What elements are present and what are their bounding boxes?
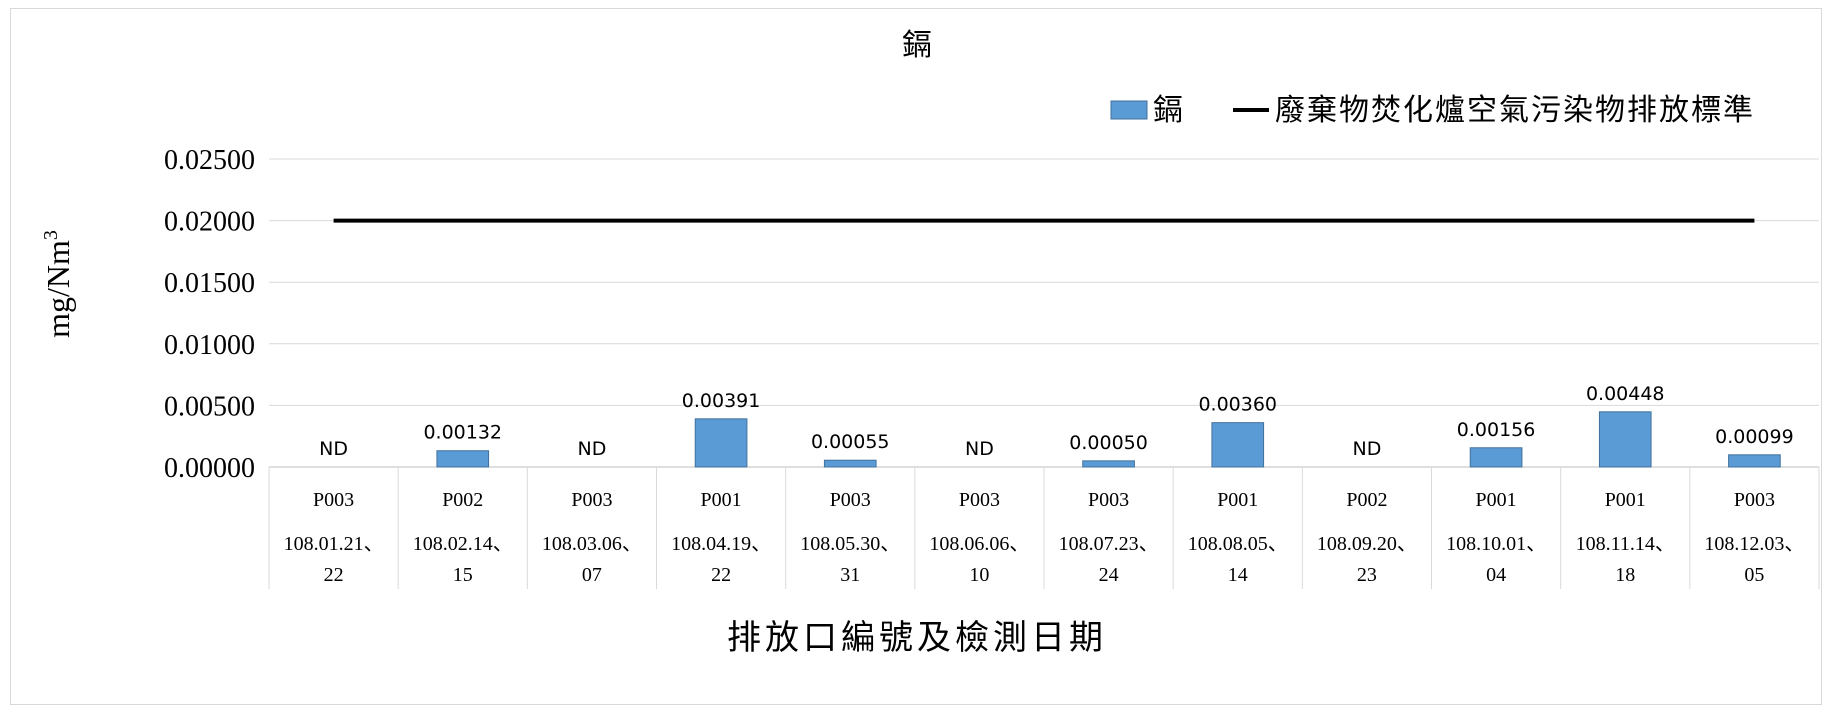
legend-bar-swatch (1110, 100, 1148, 120)
category-date-label-cont: 18 (1615, 564, 1635, 586)
category-date-label-cont: 15 (453, 564, 473, 586)
category-date-label: 108.07.23、 (1059, 533, 1159, 555)
bar-data-label: 0.00132 (423, 422, 502, 444)
bar-data-label: 0.00391 (682, 390, 761, 412)
gridlines (269, 158, 1819, 406)
bar-data-label: 0.00448 (1586, 383, 1665, 405)
category-date-label-cont: 04 (1486, 564, 1506, 586)
bar (1211, 422, 1265, 468)
bar-data-label: 0.00099 (1715, 426, 1794, 448)
y-tick-label: 0.01500 (164, 268, 255, 299)
chart-title: 鎘 (902, 28, 932, 63)
legend-bar-label: 鎘 (1153, 93, 1185, 128)
y-tick-label: 0.02000 (164, 207, 255, 238)
category-date-label: 108.10.01、 (1446, 533, 1546, 555)
category-labels: P003 108.01.21、 22 P002 108.02.14、 15 P003 108.… (284, 489, 1805, 586)
bar (1728, 454, 1781, 468)
category-outlet-label: P003 (313, 489, 354, 511)
chart-frame: 鎘 鎘 廢棄物焚化爐空氣污染物排放標準 0.00000 0.00500 0.0100… (10, 8, 1822, 705)
category-date-label-cont: 05 (1744, 564, 1764, 586)
category-date-label: 108.08.05、 (1188, 533, 1288, 555)
chart-svg: 鎘 鎘 廢棄物焚化爐空氣污染物排放標準 0.00000 0.00500 0.0100… (40, 28, 1820, 658)
category-outlet-label: P001 (1605, 489, 1646, 511)
bar-data-label: 0.00050 (1069, 432, 1148, 454)
bar (1082, 460, 1135, 468)
category-outlet-label: P001 (1476, 489, 1517, 511)
category-date-label-cont: 24 (1099, 564, 1119, 586)
category-outlet-label: P001 (701, 489, 742, 511)
category-outlet-label: P001 (1217, 489, 1258, 511)
y-tick-label: 0.02500 (164, 145, 255, 176)
legend-line-label: 廢棄物焚化爐空氣污染物排放標準 (1275, 93, 1755, 128)
y-tick-label: 0.00500 (164, 391, 255, 422)
bar-data-label: ND (577, 438, 606, 460)
category-date-label: 108.02.14、 (413, 533, 513, 555)
bar (1469, 447, 1523, 468)
bar-data-label: ND (1352, 438, 1381, 460)
category-outlet-label: P002 (442, 489, 483, 511)
bar-data-label: 0.00055 (811, 431, 890, 453)
y-axis-ticks: 0.00000 0.00500 0.01000 0.01500 0.02000 0.025… (164, 145, 255, 484)
category-date-label-cont: 22 (324, 564, 344, 586)
category-outlet-label: P002 (1346, 489, 1387, 511)
category-date-label: 108.06.06、 (929, 533, 1029, 555)
category-outlet-label: P003 (959, 489, 1000, 511)
bar-data-label: ND (965, 438, 994, 460)
category-outlet-label: P003 (1734, 489, 1775, 511)
x-axis-title: 排放口編號及檢測日期 (727, 618, 1107, 658)
bar-data-label: 0.00156 (1457, 419, 1536, 441)
category-date-label: 108.12.03、 (1704, 533, 1804, 555)
y-axis-title-superscript: 3 (40, 230, 62, 240)
bar-data-labels: ND 0.00132 ND 0.00391 0.00055 ND 0.00050 0.0036… (319, 383, 1794, 460)
category-date-label-cont: 14 (1228, 564, 1248, 586)
bar-data-label: 0.00360 (1198, 394, 1277, 416)
category-date-label-cont: 22 (711, 564, 731, 586)
bar (823, 459, 877, 468)
legend: 鎘 廢棄物焚化爐空氣污染物排放標準 (1110, 93, 1755, 128)
category-table-grid (268, 466, 1820, 589)
bar-data-label: ND (319, 438, 348, 460)
bars (436, 411, 1781, 468)
bar (1598, 411, 1652, 468)
category-date-label: 108.09.20、 (1317, 533, 1417, 555)
category-date-label-cont: 10 (969, 564, 989, 586)
category-date-label: 108.03.06、 (542, 533, 642, 555)
category-outlet-label: P003 (571, 489, 612, 511)
category-date-label-cont: 07 (582, 564, 602, 586)
y-tick-label: 0.00000 (164, 453, 255, 484)
category-date-label-cont: 31 (840, 564, 860, 586)
category-date-label: 108.11.14、 (1576, 533, 1675, 555)
bar (694, 418, 748, 468)
y-tick-label: 0.01000 (164, 330, 255, 361)
category-outlet-label: P003 (1088, 489, 1129, 511)
category-date-label: 108.04.19、 (671, 533, 771, 555)
category-date-label: 108.01.21、 (284, 533, 384, 555)
y-axis-title: mg/Nm3 (40, 230, 76, 338)
category-date-label-cont: 23 (1357, 564, 1377, 586)
y-axis-title-main: mg/Nm (40, 240, 76, 338)
category-outlet-label: P003 (830, 489, 871, 511)
bar (436, 450, 490, 468)
category-date-label: 108.05.30、 (800, 533, 900, 555)
